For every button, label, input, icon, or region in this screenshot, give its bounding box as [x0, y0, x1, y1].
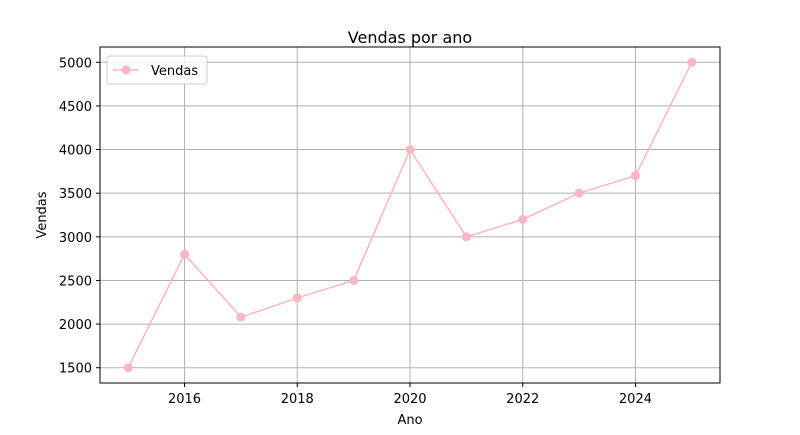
x-tick-label: 2022 — [506, 392, 539, 407]
x-tick-label: 2016 — [168, 392, 201, 407]
grid — [100, 47, 720, 383]
x-tick-label: 2024 — [619, 392, 652, 407]
data-point — [123, 363, 133, 373]
data-point — [630, 171, 640, 181]
data-point — [687, 57, 697, 67]
legend: Vendas — [106, 55, 208, 85]
y-tick-label: 4000 — [59, 144, 92, 159]
data-point — [461, 232, 471, 242]
y-tick-label: 3500 — [59, 187, 92, 202]
x-tick-label: 2020 — [393, 392, 426, 407]
legend-frame — [106, 55, 208, 85]
legend-marker-sample — [121, 65, 131, 75]
data-point — [180, 249, 190, 259]
y-axis-ticks: 1500 2000 2500 3000 3500 4000 4500 5000 — [59, 56, 100, 377]
series-vendas — [123, 57, 697, 373]
data-point — [236, 312, 246, 322]
y-tick-label: 2500 — [59, 274, 92, 289]
y-tick-label: 5000 — [59, 56, 92, 71]
chart-title: Vendas por ano — [348, 28, 472, 47]
y-tick-label: 1500 — [59, 362, 92, 377]
x-axis-ticks: 2016 2018 2020 2022 2024 — [168, 383, 652, 407]
x-tick-label: 2018 — [281, 392, 314, 407]
data-point — [405, 145, 415, 155]
y-tick-label: 4500 — [59, 100, 92, 115]
x-axis-label: Ano — [397, 413, 422, 428]
legend-label: Vendas — [151, 64, 198, 79]
y-tick-label: 2000 — [59, 318, 92, 333]
data-point — [574, 188, 584, 198]
y-tick-label: 3000 — [59, 231, 92, 246]
data-point — [518, 214, 528, 224]
data-point — [292, 293, 302, 303]
data-point — [349, 275, 359, 285]
y-axis-label: Vendas — [35, 191, 50, 238]
